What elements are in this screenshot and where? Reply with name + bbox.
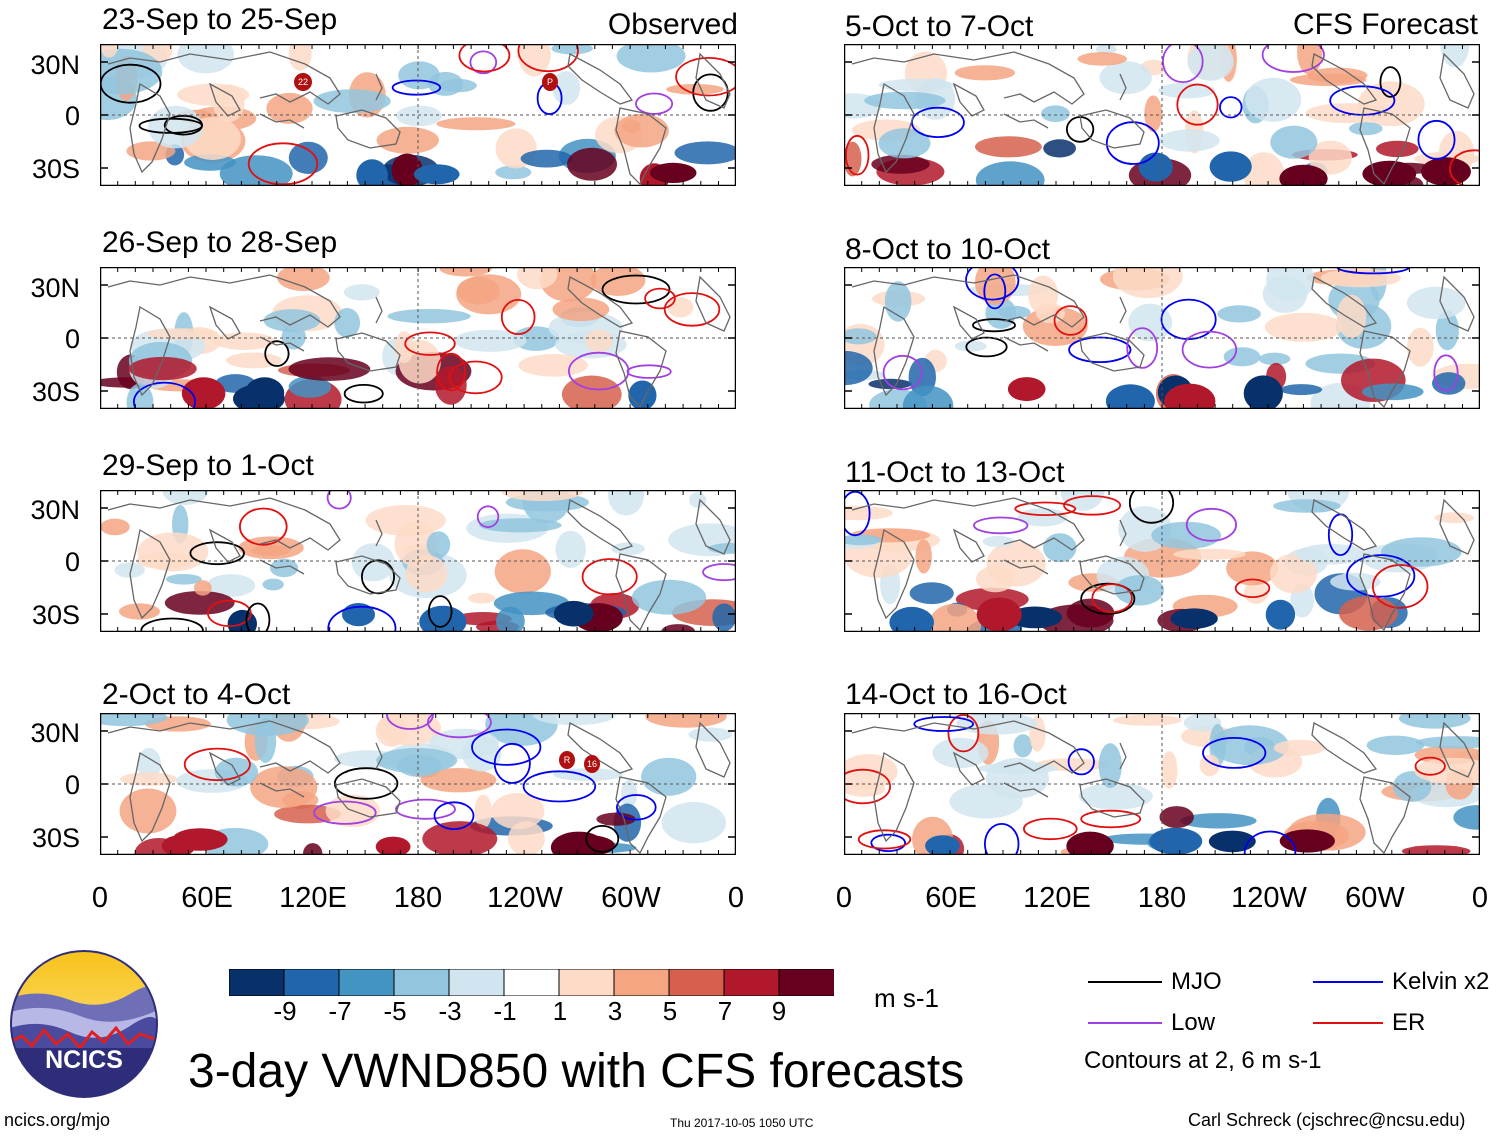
- lat-label-0: 0: [64, 547, 80, 577]
- lat-label-0: 0: [64, 324, 80, 354]
- lon-label-120e: 120E: [1023, 882, 1091, 914]
- ncics-logo: NCICS: [10, 950, 158, 1098]
- colorbar-cell: [668, 969, 725, 996]
- lat-label-30s: 30S: [31, 377, 80, 407]
- lon-label-120e: 120E: [279, 882, 347, 914]
- colorbar-tick: -1: [493, 996, 517, 1026]
- lon-label-60w: 60W: [1345, 882, 1405, 914]
- colorbar-cell: [338, 969, 395, 996]
- colorbar-tick: 1: [552, 996, 568, 1026]
- lon-label-0: 0: [1471, 882, 1489, 914]
- forecast-panel-4-title: 14-Oct to 16-Oct: [845, 678, 1067, 711]
- colorbar-tick: 5: [662, 996, 678, 1026]
- storm-marker-16: 16: [584, 755, 600, 773]
- lat-label-0: 0: [64, 770, 80, 800]
- footer-credit: Carl Schreck (cjschrec@ncsu.edu): [1188, 1110, 1466, 1130]
- colorbar-cell: [393, 969, 450, 996]
- lon-label-60w: 60W: [601, 882, 661, 914]
- observed-panel-4-title: 2-Oct to 4-Oct: [102, 678, 291, 711]
- lon-label-120w: 120W: [487, 882, 563, 914]
- footer-url[interactable]: ncics.org/mjo: [4, 1110, 111, 1130]
- forecast-panel-2-title: 8-Oct to 10-Oct: [845, 233, 1051, 266]
- legend-label-low: Low: [1171, 1009, 1216, 1036]
- lon-label-120w: 120W: [1231, 882, 1307, 914]
- observed-panel-2-title: 26-Sep to 28-Sep: [102, 226, 338, 259]
- storm-marker-p: P: [542, 73, 558, 91]
- observed-header: Observed: [607, 8, 738, 41]
- forecast-map-4: [844, 713, 1480, 855]
- storm-marker-22: 22: [294, 73, 312, 91]
- storm-marker-label: 22: [297, 77, 308, 87]
- colorbar-cell: [229, 969, 285, 996]
- storm-marker-label: P: [546, 77, 553, 87]
- legend-line-er: [1313, 1022, 1383, 1024]
- colorbar: [229, 969, 834, 996]
- colorbar-cell: [613, 969, 670, 996]
- forecast-panel-1-title: 5-Oct to 7-Oct: [845, 10, 1034, 43]
- forecast-map-3: [844, 490, 1480, 632]
- colorbar-cell: [448, 969, 505, 996]
- lat-label-30n: 30N: [30, 495, 80, 525]
- lat-label-30s: 30S: [31, 154, 80, 184]
- colorbar-tick: 9: [771, 996, 787, 1026]
- lon-label-180: 180: [393, 882, 443, 914]
- legend-label-mjo: MJO: [1171, 968, 1222, 995]
- lon-label-0: 0: [91, 882, 109, 914]
- figure-title: 3-day VWND850 with CFS forecasts: [188, 1045, 965, 1098]
- colorbar-tick: -9: [273, 996, 297, 1026]
- storm-marker-label: R: [563, 755, 571, 765]
- forecast-panel-3-title: 11-Oct to 13-Oct: [845, 456, 1065, 489]
- colorbar-tick: 7: [717, 996, 733, 1026]
- forecast-map-1: [844, 44, 1480, 186]
- forecast-map-2: [844, 267, 1480, 409]
- observed-panel-1-title: 23-Sep to 25-Sep: [102, 3, 338, 36]
- footer-timestamp: Thu 2017-10-05 1050 UTC: [670, 1116, 814, 1130]
- lon-label-60e: 60E: [925, 882, 977, 914]
- observed-map-2: [100, 267, 736, 409]
- logo-text: NCICS: [45, 1046, 123, 1074]
- forecast-header: CFS Forecast: [1292, 8, 1478, 41]
- observed-map-3: [100, 490, 736, 632]
- lat-label-30s: 30S: [31, 600, 80, 630]
- legend-line-mjo: [1088, 981, 1162, 983]
- colorbar-tick: 3: [607, 996, 623, 1026]
- lon-label-180: 180: [1137, 882, 1187, 914]
- colorbar-units: m s-1: [874, 983, 939, 1013]
- observed-map-4: [100, 713, 736, 855]
- storm-marker-r: R: [559, 751, 575, 769]
- legend-label-kelvin: Kelvin x2: [1392, 968, 1490, 995]
- colorbar-tick: -3: [438, 996, 462, 1026]
- observed-panel-3-title: 29-Sep to 1-Oct: [102, 449, 314, 482]
- legend-label-er: ER: [1392, 1009, 1426, 1036]
- lat-label-30n: 30N: [30, 50, 80, 80]
- storm-marker-label: 16: [586, 759, 597, 769]
- colorbar-cell: [723, 969, 780, 996]
- legend-line-low: [1088, 1022, 1162, 1024]
- colorbar-cell: [778, 969, 834, 996]
- lat-label-30n: 30N: [30, 273, 80, 303]
- lat-label-30s: 30S: [31, 823, 80, 853]
- observed-map-1: [100, 44, 736, 186]
- colorbar-cell: [503, 969, 560, 996]
- legend-note: Contours at 2, 6 m s-1: [1084, 1047, 1322, 1074]
- colorbar-cell: [558, 969, 615, 996]
- lat-label-30n: 30N: [30, 718, 80, 748]
- lat-label-0: 0: [64, 101, 80, 131]
- lon-label-0: 0: [727, 882, 745, 914]
- colorbar-cell: [283, 969, 340, 996]
- colorbar-tick: -5: [383, 996, 407, 1026]
- lon-label-60e: 60E: [181, 882, 233, 914]
- legend-line-kelvin: [1313, 981, 1383, 983]
- colorbar-tick: -7: [328, 996, 352, 1026]
- lon-label-0: 0: [835, 882, 853, 914]
